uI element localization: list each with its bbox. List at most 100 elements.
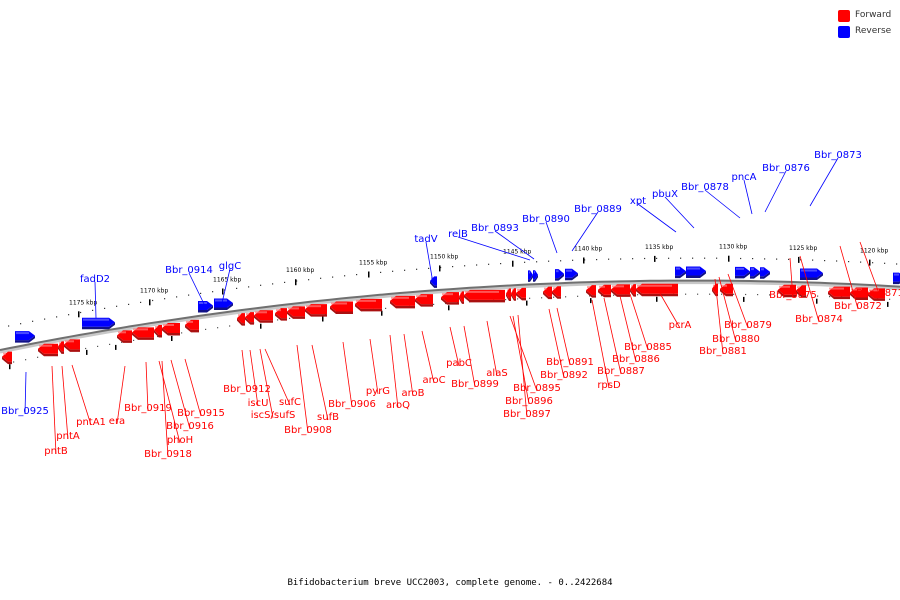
forward-gene-label: era (109, 416, 125, 427)
forward-gene-arrow-shade (516, 292, 526, 301)
scale-dot (716, 257, 718, 259)
forward-gene-label: aroQ (386, 400, 410, 411)
forward-gene-label-leader (859, 241, 881, 297)
lower-scale-dot (109, 343, 111, 345)
forward-gene-label-leader (342, 341, 353, 408)
forward-gene-arrow-shade (630, 289, 636, 297)
scale-dot (356, 274, 358, 276)
scale-dot (404, 269, 406, 271)
lower-scale-dot (121, 341, 123, 343)
reverse-gene-label-leader (664, 196, 695, 229)
reverse-gene-arrow-highlight (556, 270, 559, 273)
forward-gene-arrow-highlight (39, 344, 52, 347)
lower-scale-dot (589, 295, 591, 297)
reverse-gene-arrow-highlight (215, 299, 227, 302)
reverse-gene-label-leader (494, 230, 535, 260)
forward-gene-label: rpsD (597, 380, 621, 391)
reverse-gene-arrow-highlight (676, 267, 680, 270)
forward-gene-arrow (796, 285, 806, 296)
forward-gene-label-leader (61, 365, 69, 440)
lower-scale-dot (37, 356, 39, 358)
forward-gene-label-leader (517, 314, 528, 418)
forward-gene-arrow-shade (552, 291, 561, 299)
scale-dot (740, 257, 742, 260)
forward-gene-arrow-highlight (306, 305, 321, 308)
forward-gene-arrow-highlight (246, 313, 249, 316)
lower-scale-dot (289, 317, 291, 319)
forward-gene-arrow-shade (720, 288, 733, 297)
lower-scale-dot (637, 294, 639, 296)
forward-gene-label-leader (789, 257, 794, 299)
forward-gene-label: Bbr_0880 (712, 334, 760, 345)
forward-gene-arrow-highlight (851, 288, 862, 291)
forward-gene-label: pyrG (366, 386, 390, 397)
scale-dot (548, 260, 550, 262)
forward-gene-label-leader (369, 338, 379, 395)
scale-dot (272, 283, 274, 285)
scale-dot (704, 257, 706, 259)
reverse-gene-arrow (430, 276, 437, 286)
forward-gene-arrow-shade (254, 315, 273, 323)
scale-dot (248, 286, 250, 288)
forward-gene-label-leader (839, 245, 859, 310)
forward-gene-arrow-shade (796, 290, 806, 298)
forward-gene-arrow-highlight (65, 340, 74, 343)
scale-dot (332, 276, 334, 278)
reverse-gene-label: Bbr_0893 (471, 223, 519, 234)
forward-gene-arrow-highlight (276, 309, 281, 312)
forward-gene-arrow-shade (132, 332, 154, 340)
lower-scale-dot (157, 335, 159, 338)
forward-gene-label: sufC (279, 397, 301, 408)
scale-tick-label: 1175 kbp (69, 299, 97, 306)
reverse-gene-arrow-shade (760, 271, 770, 279)
reverse-gene-arrow-shade (555, 273, 564, 281)
reverse-legend-swatch (838, 26, 850, 38)
forward-gene-arrow-highlight (356, 299, 376, 302)
reverse-gene-arrow-shade (686, 271, 706, 279)
lower-scale-dot (721, 293, 723, 295)
reverse-gene-arrow-shade (430, 280, 437, 288)
forward-gene-label: Bbr_0908 (284, 425, 332, 436)
scale-dot (212, 291, 214, 293)
scale-dot (20, 323, 22, 325)
scale-dot (152, 299, 154, 302)
forward-gene-label: pntB (44, 446, 68, 457)
forward-gene-arrow (237, 313, 245, 324)
reverse-gene-label: Bbr_0873 (814, 150, 862, 161)
scale-dot (680, 257, 682, 259)
reverse-gene-arrow-highlight (534, 271, 535, 274)
reverse-gene-arrow-shade (533, 274, 538, 282)
scale-dot (524, 261, 526, 263)
reverse-gene-arrow-highlight (16, 332, 29, 335)
scale-dot (596, 259, 598, 261)
forward-gene-label-leader (463, 325, 476, 388)
lower-major-tick (448, 305, 450, 311)
forward-gene-label-leader (486, 320, 498, 377)
forward-gene-arrow-highlight (599, 285, 605, 288)
reverse-gene-label-leader (571, 211, 599, 252)
forward-gene-label-leader (145, 361, 149, 412)
forward-gene-arrow-shade (117, 335, 132, 343)
reverse-gene-label: Bbr_0876 (762, 163, 810, 174)
forward-gene-arrow-highlight (442, 293, 453, 296)
lower-scale-dot (601, 295, 603, 297)
scale-tick-label: 1160 kbp (286, 267, 314, 274)
lower-major-tick (115, 344, 117, 350)
lower-scale-dot (25, 359, 27, 361)
reverse-gene-arrow-highlight (566, 269, 572, 272)
scale-dot (896, 263, 898, 265)
forward-gene-label: Bbr_0918 (144, 449, 192, 460)
forward-legend-label: Forward (855, 10, 892, 20)
lower-scale-dot (529, 297, 531, 299)
lower-scale-dot (709, 293, 711, 295)
scale-dot (476, 264, 478, 266)
reverse-gene-label: Bbr_0889 (574, 204, 622, 215)
scale-dot (200, 292, 202, 294)
forward-gene-label-leader (619, 295, 637, 363)
scale-major-tick (583, 257, 585, 264)
forward-gene-arrow-shade (598, 289, 611, 298)
forward-gene-label-leader (259, 348, 274, 419)
forward-gene-arrow-shade (185, 324, 199, 333)
reverse-gene-label-leader (221, 268, 231, 304)
forward-gene-arrow-highlight (460, 292, 461, 295)
